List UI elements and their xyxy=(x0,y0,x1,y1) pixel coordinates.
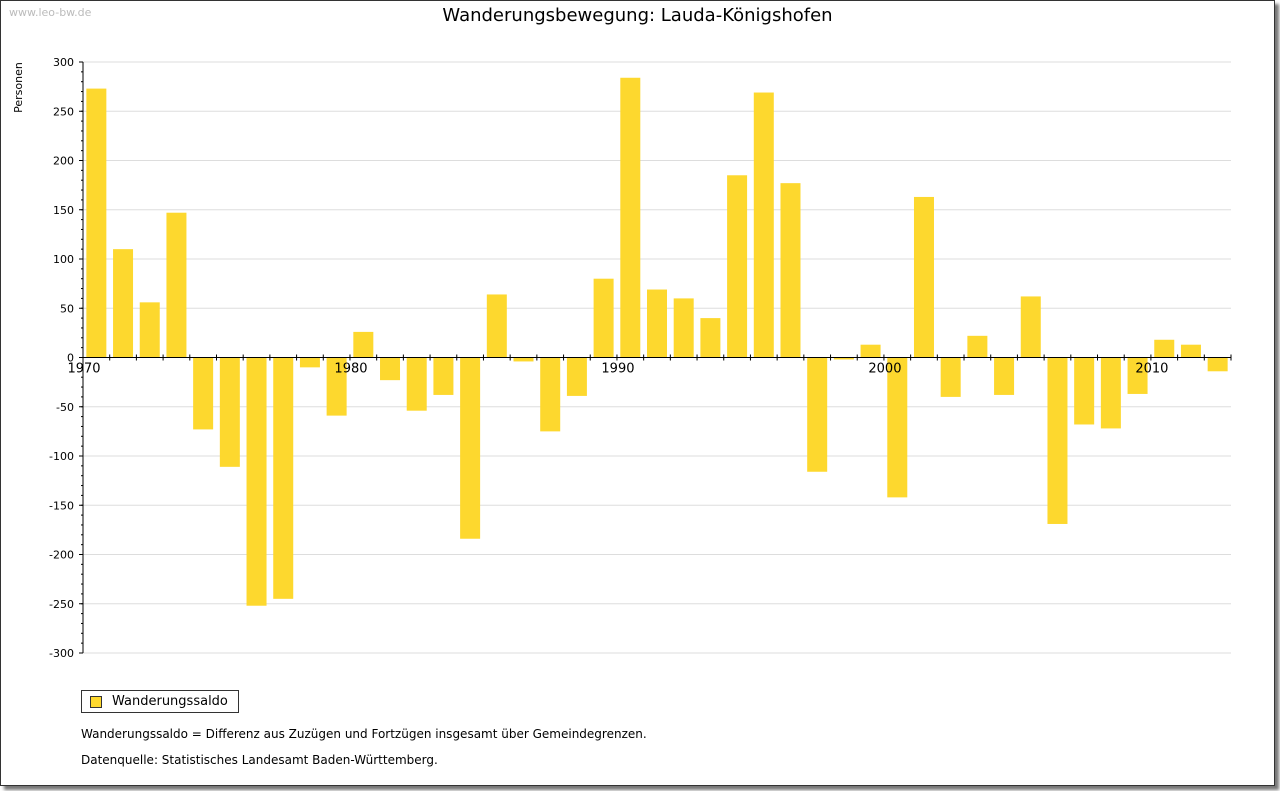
legend-swatch xyxy=(90,695,102,708)
plot-area: 300 250 200 150 100 50 0 -50 -100 -150 -200 -250 -30… xyxy=(49,56,1232,660)
bar-1974 xyxy=(193,357,214,430)
bar-1972 xyxy=(139,302,160,358)
x-tick-label: 2010 xyxy=(1135,362,1168,377)
legend: Wanderungssaldo xyxy=(81,690,239,713)
y-tick-label: 300 xyxy=(53,56,74,69)
bar-1995 xyxy=(753,92,774,358)
bar-2006 xyxy=(1047,357,1068,524)
x-tick-label: 1980 xyxy=(334,362,367,377)
bar-1986 xyxy=(513,357,534,362)
y-tick-label: 50 xyxy=(60,302,74,315)
bar-1971 xyxy=(113,249,134,358)
bar-1975 xyxy=(219,357,240,467)
bar-2000 xyxy=(887,357,908,498)
bar-1992 xyxy=(673,298,694,358)
bar-1987 xyxy=(540,357,561,432)
y-tick-label: -50 xyxy=(56,401,74,414)
bar-1997 xyxy=(807,357,828,472)
x-tick-label: 1990 xyxy=(601,362,634,377)
bar-1976 xyxy=(246,357,267,606)
x-tick-label: 2000 xyxy=(868,362,901,377)
bar-2012 xyxy=(1207,357,1228,372)
chart-title: Wanderungsbewegung: Lauda-Königshofen xyxy=(442,5,833,26)
bar-1998 xyxy=(833,357,854,360)
y-tick-label: -200 xyxy=(49,549,74,562)
legend-label: Wanderungssaldo xyxy=(112,694,228,709)
bar-1999 xyxy=(860,344,881,358)
bar-1977 xyxy=(273,357,294,599)
bar-1985 xyxy=(486,294,507,358)
bar-1978 xyxy=(299,357,320,368)
y-tick-label: -100 xyxy=(49,450,74,463)
y-tick-label: 250 xyxy=(53,105,74,118)
y-tick-label: 200 xyxy=(53,155,74,168)
y-tick-label: 100 xyxy=(53,253,74,266)
bar-1996 xyxy=(780,183,801,358)
definition-note: Wanderungssaldo = Differenz aus Zuzügen … xyxy=(81,727,647,741)
bar-1984 xyxy=(460,357,481,539)
source-note: Datenquelle: Statistisches Landesamt Bad… xyxy=(81,753,438,767)
bar-2008 xyxy=(1100,357,1121,429)
bar-1979 xyxy=(326,357,347,416)
y-tick-label: -250 xyxy=(49,598,74,611)
y-tick-label: -150 xyxy=(49,499,74,512)
bar-2011 xyxy=(1180,344,1201,358)
bar-2004 xyxy=(994,357,1015,395)
bar-1970 xyxy=(86,88,107,358)
bar-2009 xyxy=(1127,357,1148,394)
y-tick-label: 150 xyxy=(53,204,74,217)
bar-1994 xyxy=(727,175,748,358)
bar-1991 xyxy=(647,289,667,358)
bar-2005 xyxy=(1020,296,1041,358)
bar-1983 xyxy=(433,357,454,395)
y-tick-label: -300 xyxy=(49,647,74,660)
bar-1990 xyxy=(620,77,641,358)
bar-2010 xyxy=(1154,339,1175,358)
bar-1982 xyxy=(406,357,427,411)
bar-1973 xyxy=(166,212,187,358)
bar-1989 xyxy=(593,278,614,358)
bar-1993 xyxy=(700,318,721,358)
watermark: www.leo-bw.de xyxy=(9,6,92,19)
bar-2003 xyxy=(967,335,988,358)
bar-2007 xyxy=(1074,357,1095,425)
bar-1981 xyxy=(380,357,401,381)
y-tick-label: 0 xyxy=(67,352,74,365)
bar-2001 xyxy=(913,196,934,358)
bar-1988 xyxy=(566,357,587,396)
bar-1980 xyxy=(353,331,374,358)
x-tick-label: 1970 xyxy=(67,362,100,377)
bar-2002 xyxy=(940,357,961,397)
